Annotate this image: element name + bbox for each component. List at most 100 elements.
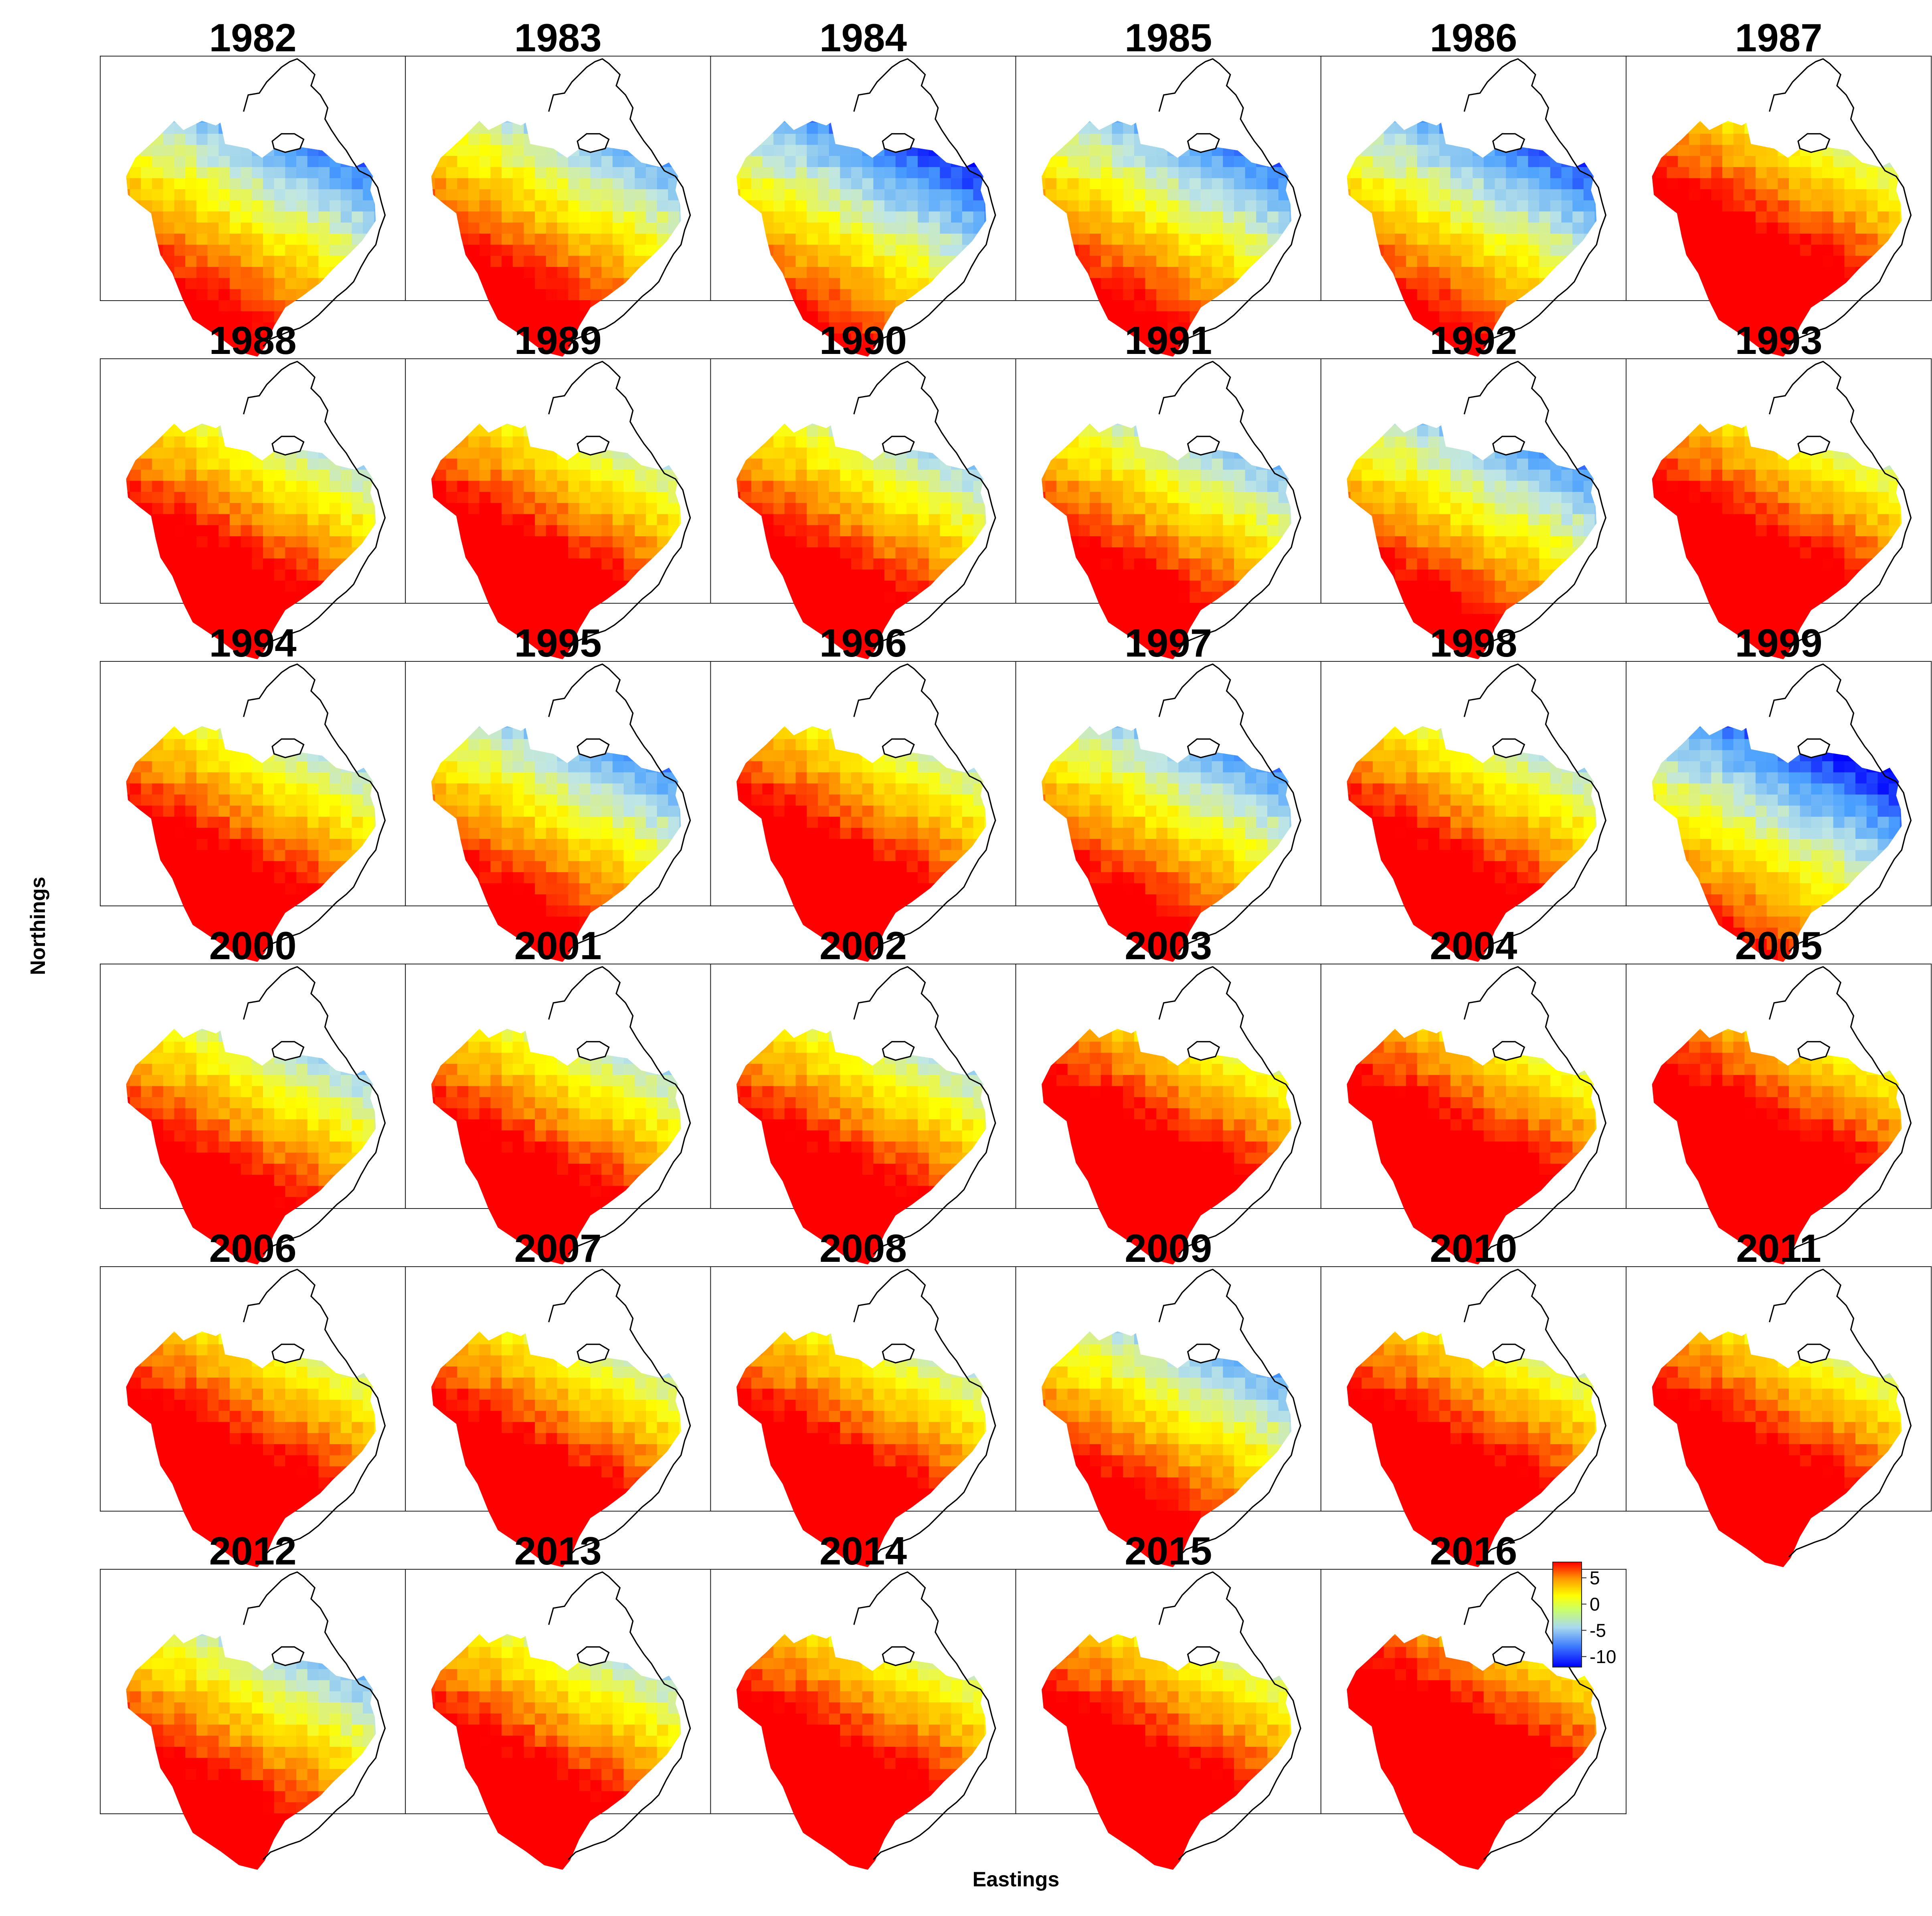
coastline [853, 361, 996, 650]
panel-year-title: 2016 [1430, 1529, 1517, 1573]
island-outline [271, 436, 305, 456]
island-outline [1492, 133, 1525, 153]
map-panel-1992: 1992 [1320, 318, 1627, 659]
map-panel-2003: 2003 [1015, 924, 1321, 1265]
island-outline [1797, 1344, 1831, 1364]
map-panel-2010: 2010 [1320, 1226, 1627, 1567]
map-panel-1990: 1990 [710, 318, 1016, 659]
coastline [1463, 663, 1606, 952]
island-outline [1797, 133, 1831, 153]
panel-year-title: 2006 [209, 1226, 297, 1270]
map-panel-1994: 1994 [100, 621, 406, 962]
island-outline [271, 1646, 305, 1666]
island-outline [1492, 436, 1525, 456]
map-panel-1988: 1988 [100, 318, 406, 659]
panel-year-title: 1983 [514, 16, 602, 60]
island-outline [1492, 1041, 1525, 1061]
island-outline [577, 133, 610, 153]
island-outline [1187, 133, 1220, 153]
coastline [1768, 1269, 1912, 1558]
coastline [1158, 361, 1301, 650]
legend-tick-label: -10 [1590, 1646, 1616, 1667]
panel-year-title: 1996 [819, 621, 907, 665]
coastline [1463, 1269, 1606, 1558]
coastline [853, 1269, 996, 1558]
island-outline [271, 1041, 305, 1061]
map-panel-1997: 1997 [1015, 621, 1321, 962]
map-panel-1985: 1985 [1015, 16, 1321, 357]
coastline [548, 361, 691, 650]
coastline [548, 966, 691, 1255]
panel-year-title: 2000 [209, 924, 297, 968]
panel-year-title: 1984 [819, 16, 907, 60]
panel-year-title: 1992 [1430, 318, 1517, 362]
map-panel-1999: 1999 [1626, 621, 1932, 962]
panel-year-title: 1985 [1125, 16, 1212, 60]
y-axis-label: Northings [26, 877, 50, 975]
island-outline [882, 738, 915, 758]
panel-year-title: 1995 [514, 621, 602, 665]
coastline [548, 1269, 691, 1558]
map-panel-2009: 2009 [1015, 1226, 1321, 1567]
panel-year-title: 2002 [819, 924, 907, 968]
map-panel-1984: 1984 [710, 16, 1016, 357]
map-panel-2005: 2005 [1626, 924, 1932, 1265]
panel-year-title: 1982 [209, 16, 297, 60]
panel-year-title: 2005 [1735, 924, 1823, 968]
map-panel-2011: 2011 [1626, 1226, 1932, 1567]
panel-year-title: 2003 [1125, 924, 1212, 968]
panel-year-title: 2011 [1736, 1226, 1821, 1270]
island-outline [1797, 1041, 1831, 1061]
coastline [1463, 58, 1606, 347]
island-outline [1187, 738, 1220, 758]
coastline [1158, 663, 1301, 952]
island-outline [882, 1646, 915, 1666]
map-panel-2006: 2006 [100, 1226, 406, 1567]
coastline [1463, 966, 1606, 1255]
island-outline [1492, 1344, 1525, 1364]
panel-year-title: 1989 [514, 318, 602, 362]
island-outline [577, 1344, 610, 1364]
map-panel-1998: 1998 [1320, 621, 1627, 962]
coastline [853, 966, 996, 1255]
coastline [1768, 361, 1912, 650]
coastline [1768, 966, 1912, 1255]
map-panel-2013: 2013 [405, 1529, 711, 1870]
map-panel-1996: 1996 [710, 621, 1016, 962]
map-panel-1982: 1982 [100, 16, 406, 357]
coastline [1158, 1571, 1301, 1860]
panel-year-title: 2010 [1430, 1226, 1517, 1270]
coastline [853, 1571, 996, 1860]
map-panel-2012: 2012 [100, 1529, 406, 1870]
coastline [243, 663, 386, 952]
coastline [1768, 663, 1912, 952]
coastline [1158, 1269, 1301, 1558]
coastline [548, 58, 691, 347]
island-outline [882, 1041, 915, 1061]
coastline [1768, 58, 1912, 347]
coastline [243, 58, 386, 347]
map-panel-1995: 1995 [405, 621, 711, 962]
island-outline [577, 738, 610, 758]
island-outline [577, 436, 610, 456]
island-outline [1492, 1646, 1525, 1666]
panel-year-title: 2012 [209, 1529, 297, 1573]
map-panel-1991: 1991 [1015, 318, 1321, 659]
panel-year-title: 2009 [1125, 1226, 1212, 1270]
island-outline [1187, 1344, 1220, 1364]
coastline [1463, 1571, 1606, 1860]
island-outline [271, 1344, 305, 1364]
color-legend: 5 0 -5 -10 [1552, 1562, 1616, 1667]
island-outline [882, 436, 915, 456]
map-panel-2008: 2008 [710, 1226, 1016, 1567]
map-panel-2001: 2001 [405, 924, 711, 1265]
panel-year-title: 1994 [209, 621, 297, 665]
island-outline [1187, 1646, 1220, 1666]
coastline [243, 1571, 386, 1860]
map-panel-1989: 1989 [405, 318, 711, 659]
coastline [1158, 966, 1301, 1255]
panel-year-title: 2001 [514, 924, 602, 968]
map-panel-1987: 1987 [1626, 16, 1932, 357]
coastline [548, 1571, 691, 1860]
panel-year-title: 1987 [1735, 16, 1823, 60]
